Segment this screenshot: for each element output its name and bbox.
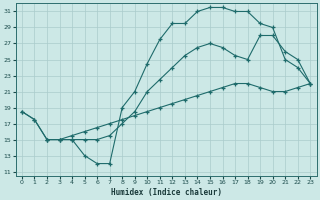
- X-axis label: Humidex (Indice chaleur): Humidex (Indice chaleur): [111, 188, 221, 197]
